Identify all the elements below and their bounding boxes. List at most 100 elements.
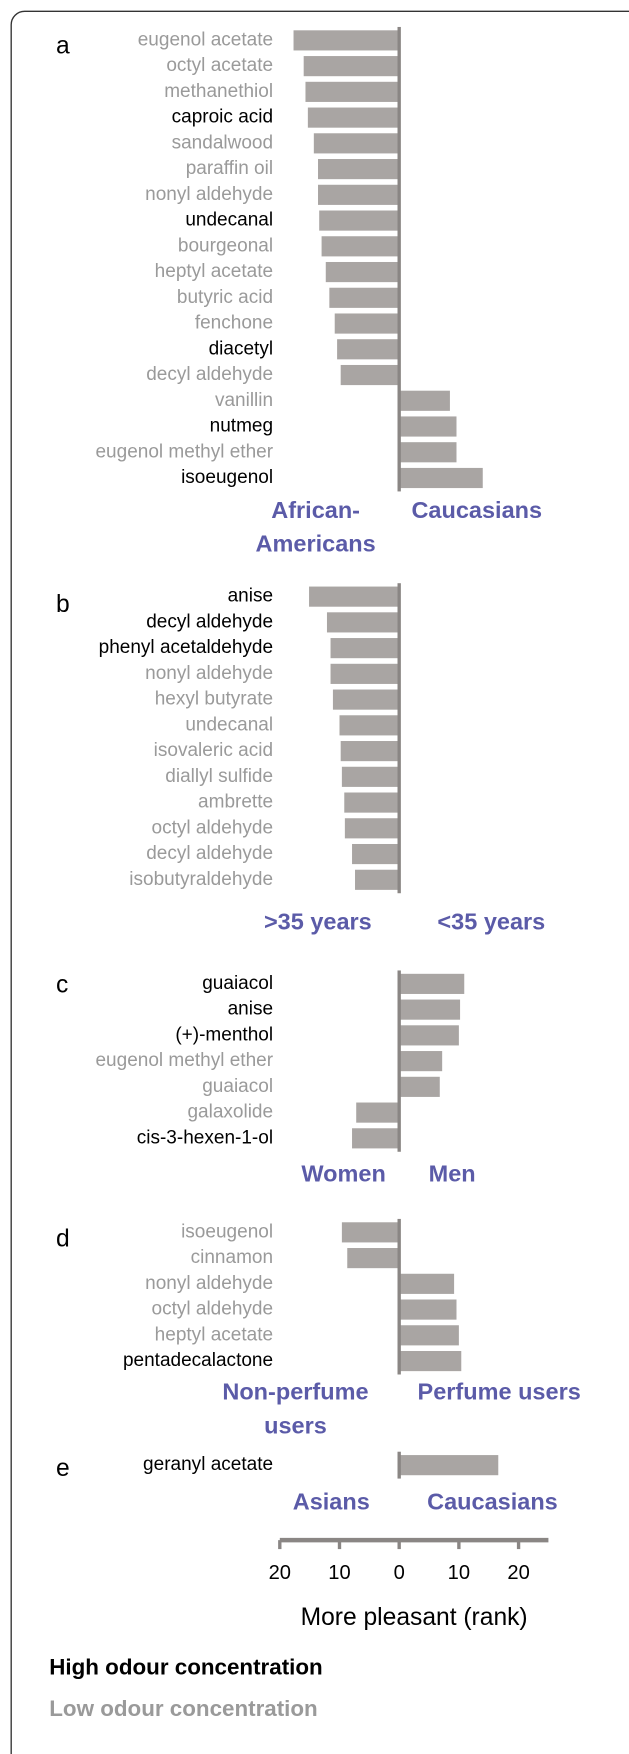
group-label: African- bbox=[271, 497, 360, 523]
category-label: eugenol methyl ether bbox=[95, 1050, 273, 1071]
category-label: decyl aldehyde bbox=[146, 611, 273, 632]
category-label: eugenol methyl ether bbox=[95, 441, 273, 462]
category-label: phenyl acetaldehyde bbox=[99, 637, 273, 658]
category-label: pentadecalactone bbox=[123, 1350, 273, 1371]
category-label: guaiacol bbox=[202, 973, 273, 994]
category-label: eugenol acetate bbox=[138, 29, 273, 50]
group-label: >35 years bbox=[264, 909, 372, 935]
category-label: heptyl acetate bbox=[155, 1324, 273, 1345]
group-label: Caucasians bbox=[427, 1488, 558, 1514]
bar bbox=[332, 689, 400, 710]
group-label: <35 years bbox=[437, 909, 545, 935]
bar bbox=[347, 1248, 400, 1269]
bar bbox=[399, 467, 483, 489]
category-label: nonyl aldehyde bbox=[145, 184, 273, 205]
category-label: isobutyraldehyde bbox=[129, 869, 273, 890]
legend-entry: High odour concentration bbox=[49, 1655, 322, 1680]
category-label: octyl acetate bbox=[166, 55, 273, 76]
bar bbox=[330, 638, 400, 659]
category-label: guaiacol bbox=[202, 1076, 273, 1097]
panel-letter: e bbox=[56, 1455, 70, 1482]
category-label: octyl aldehyde bbox=[152, 817, 274, 838]
category-label: diallyl sulfide bbox=[165, 766, 273, 787]
x-tick-label: 20 bbox=[507, 1562, 529, 1584]
bar bbox=[399, 1076, 440, 1097]
group-label: Women bbox=[301, 1160, 385, 1186]
bar bbox=[399, 1273, 455, 1294]
bar bbox=[330, 663, 400, 684]
bar bbox=[344, 792, 400, 813]
bar bbox=[399, 416, 457, 437]
x-tick-label: 0 bbox=[394, 1562, 405, 1584]
panel-letter: a bbox=[56, 33, 70, 60]
bar bbox=[329, 287, 400, 308]
category-label: nonyl aldehyde bbox=[145, 663, 273, 684]
bar bbox=[399, 1350, 462, 1372]
category-label: anise bbox=[228, 586, 273, 607]
category-label: diacetyl bbox=[209, 338, 273, 359]
category-label: decyl aldehyde bbox=[146, 364, 273, 385]
bar bbox=[318, 159, 400, 180]
group-label: Non-perfume bbox=[222, 1379, 368, 1405]
bar bbox=[305, 81, 400, 102]
group-label: users bbox=[264, 1412, 327, 1438]
bar bbox=[341, 766, 400, 787]
zero-line bbox=[397, 1451, 401, 1479]
category-label: cis-3-hexen-1-ol bbox=[137, 1127, 273, 1148]
category-label: ambrette bbox=[198, 792, 273, 813]
category-label: isoeugenol bbox=[181, 1221, 273, 1242]
panel-letter: c bbox=[56, 972, 68, 999]
bar bbox=[399, 1025, 459, 1046]
bar bbox=[319, 210, 400, 231]
x-tick-label: 10 bbox=[328, 1562, 350, 1584]
zero-line bbox=[397, 26, 401, 492]
category-label: bourgeonal bbox=[178, 235, 273, 256]
bar bbox=[399, 973, 465, 994]
bar bbox=[293, 30, 400, 51]
category-label: butyric acid bbox=[177, 287, 273, 308]
group-label: Asians bbox=[293, 1488, 370, 1514]
legend-entry: Low odour concentration bbox=[49, 1696, 318, 1721]
category-label: decyl aldehyde bbox=[146, 843, 273, 864]
category-label: geranyl acetate bbox=[143, 1454, 273, 1475]
group-label: Americans bbox=[256, 530, 376, 556]
group-label: Perfume users bbox=[418, 1379, 581, 1405]
bar bbox=[309, 586, 400, 607]
x-tick-label: 20 bbox=[269, 1562, 291, 1584]
bar bbox=[325, 261, 400, 283]
bar bbox=[399, 390, 450, 411]
bar bbox=[355, 869, 400, 890]
bar bbox=[303, 56, 400, 77]
category-label: caproic acid bbox=[172, 107, 273, 128]
category-label: isoeugenol bbox=[181, 467, 273, 488]
category-label: sandalwood bbox=[172, 132, 274, 153]
panel-letter: b bbox=[56, 591, 70, 618]
category-label: heptyl acetate bbox=[155, 261, 273, 282]
group-label: Men bbox=[429, 1160, 476, 1186]
group-label: Caucasians bbox=[411, 497, 542, 523]
category-label: nutmeg bbox=[210, 416, 273, 437]
bar bbox=[334, 313, 400, 334]
bar bbox=[352, 1128, 400, 1149]
bar bbox=[399, 1455, 499, 1476]
zero-line bbox=[397, 583, 401, 894]
bar bbox=[399, 442, 457, 463]
bar bbox=[341, 1222, 400, 1243]
category-label: hexyl butyrate bbox=[155, 689, 273, 710]
x-axis-label: More pleasant (rank) bbox=[301, 1604, 528, 1631]
zero-line bbox=[397, 1218, 401, 1375]
bar bbox=[326, 612, 400, 633]
bar bbox=[340, 364, 400, 386]
category-label: undecanal bbox=[185, 714, 273, 735]
bar bbox=[344, 818, 400, 839]
bar bbox=[318, 184, 400, 205]
bar bbox=[352, 843, 400, 865]
category-label: vanillin bbox=[215, 390, 273, 411]
bar bbox=[340, 741, 400, 762]
category-label: anise bbox=[228, 999, 273, 1020]
category-label: undecanal bbox=[185, 210, 273, 231]
category-label: nonyl aldehyde bbox=[145, 1273, 273, 1294]
category-label: isovaleric acid bbox=[154, 740, 273, 761]
x-tick-label: 10 bbox=[448, 1562, 470, 1584]
